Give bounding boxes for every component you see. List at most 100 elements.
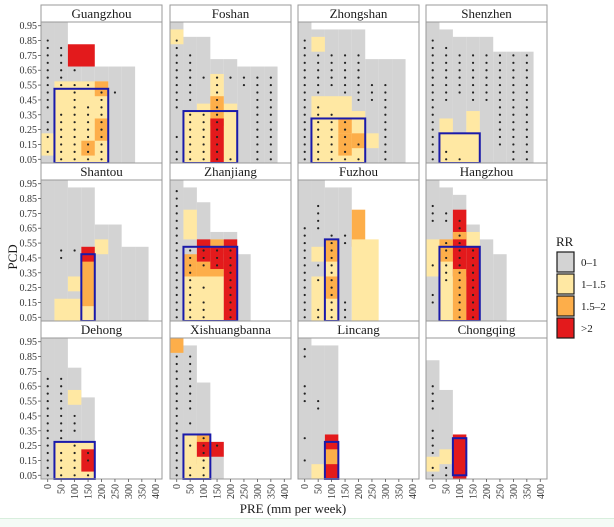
significance-dot	[471, 256, 475, 260]
significance-dot	[498, 135, 502, 139]
significance-dot	[60, 451, 63, 455]
rr-cell-gray	[378, 59, 393, 163]
rr-cell	[439, 254, 453, 321]
significance-dot	[525, 143, 528, 146]
significance-dot	[189, 113, 192, 116]
significance-dot	[73, 143, 76, 146]
significance-dot	[202, 444, 205, 447]
legend: RR 0–1 1–1.5 1.5–2 >2	[556, 234, 606, 339]
significance-dot	[73, 83, 76, 87]
significance-dot	[189, 54, 192, 57]
significance-dot	[175, 466, 178, 469]
significance-dot	[512, 54, 515, 57]
significance-dot	[73, 106, 76, 109]
significance-dot	[256, 143, 259, 146]
x-tick-label: 200	[482, 484, 493, 499]
significance-dot	[86, 150, 90, 153]
significance-dot	[431, 128, 434, 131]
significance-dot	[458, 293, 461, 297]
significance-dot	[431, 392, 434, 395]
significance-dot	[175, 308, 178, 311]
significance-dot	[256, 158, 259, 161]
significance-dot	[100, 143, 103, 146]
significance-dot	[202, 158, 205, 161]
significance-dot	[189, 98, 192, 102]
significance-dot	[343, 83, 347, 87]
significance-dot	[471, 83, 475, 87]
rr-cell-gray	[94, 224, 109, 321]
significance-dot	[498, 69, 502, 72]
page-bottom-bar	[0, 518, 614, 527]
x-tick-label: 400	[151, 484, 162, 499]
significance-dot	[46, 444, 49, 447]
significance-dot	[46, 429, 49, 432]
significance-dot	[471, 279, 475, 282]
significance-dot	[445, 61, 448, 64]
significance-dot	[46, 46, 49, 50]
significance-dot	[189, 444, 192, 447]
rr-cell	[439, 449, 453, 465]
significance-dot	[73, 98, 76, 102]
significance-dot	[317, 91, 320, 94]
significance-dot	[215, 444, 219, 447]
significance-dot	[46, 150, 49, 153]
significance-dot	[175, 249, 178, 252]
significance-dot	[113, 91, 117, 94]
x-tick-label: 100	[199, 484, 210, 499]
significance-dot	[431, 451, 434, 455]
significance-dot	[229, 279, 232, 282]
significance-dot	[317, 143, 320, 146]
significance-dot	[498, 98, 502, 102]
significance-dot	[189, 279, 192, 282]
significance-dot	[303, 234, 306, 237]
significance-dot	[512, 150, 515, 153]
x-tick-label: 50	[186, 484, 197, 494]
significance-dot	[189, 362, 192, 366]
significance-dot	[189, 422, 192, 425]
significance-dot	[60, 128, 63, 131]
significance-dot	[46, 76, 49, 79]
significance-dot	[471, 316, 475, 319]
rr-cell	[67, 44, 95, 67]
rr-cell	[426, 456, 440, 472]
significance-dot	[60, 76, 63, 79]
significance-dot	[343, 135, 347, 139]
y-tick-label: 0.75	[20, 51, 38, 62]
significance-dot	[445, 69, 448, 72]
significance-dot	[357, 83, 360, 87]
significance-dot	[215, 98, 219, 102]
legend-swatch	[556, 251, 575, 273]
significance-dot	[445, 241, 448, 245]
significance-dot	[512, 98, 515, 102]
significance-dot	[525, 91, 528, 94]
significance-dot	[189, 128, 192, 131]
significance-dot	[215, 128, 219, 131]
significance-dot	[445, 76, 448, 79]
significance-dot	[175, 106, 178, 109]
significance-dot	[46, 392, 49, 395]
significance-dot	[330, 286, 333, 289]
rr-cell	[439, 246, 453, 262]
significance-dot	[46, 451, 49, 455]
significance-dot	[431, 212, 434, 215]
significance-dot	[357, 143, 360, 146]
significance-dot	[330, 143, 333, 146]
significance-dot	[343, 234, 347, 237]
significance-dot	[202, 286, 205, 289]
significance-dot	[498, 121, 502, 124]
x-tick-label: 150	[469, 484, 480, 499]
significance-dot	[86, 451, 90, 455]
significance-dot	[60, 143, 63, 146]
significance-dot	[445, 150, 448, 153]
significance-dot	[431, 91, 434, 94]
significance-dot	[100, 128, 103, 131]
significance-dot	[60, 135, 63, 139]
y-tick-label: 0.05	[20, 313, 38, 324]
significance-dot	[189, 249, 192, 252]
significance-dot	[498, 113, 502, 116]
y-tick-label: 0.15	[20, 298, 38, 309]
significance-dot	[60, 150, 63, 153]
significance-dot	[189, 316, 192, 319]
significance-dot	[215, 121, 219, 124]
significance-dot	[256, 91, 259, 94]
